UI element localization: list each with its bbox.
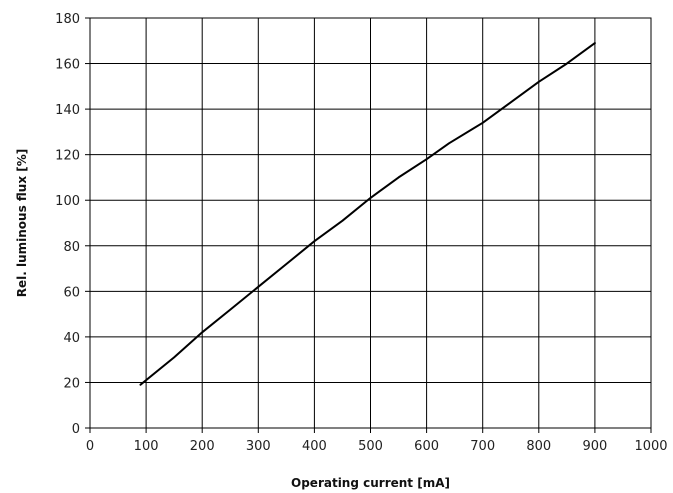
x-tick-label: 200 <box>190 439 215 454</box>
y-tick-label: 120 <box>55 149 80 164</box>
y-tick-label: 140 <box>55 103 80 118</box>
series-line <box>139 42 596 386</box>
x-tick-label: 600 <box>414 439 439 454</box>
x-tick-label: 0 <box>86 439 94 454</box>
y-tick-label: 180 <box>55 12 80 27</box>
y-tick-labels: 0 20 40 60 80 100 120 140 160 180 <box>55 12 80 437</box>
x-axis-title: Operating current [mA] <box>291 476 450 490</box>
x-tick-label: 300 <box>246 439 271 454</box>
x-tick-label: 500 <box>358 439 383 454</box>
y-tick-label: 160 <box>55 58 80 73</box>
y-tick-label: 60 <box>63 285 80 300</box>
y-tick-label: 0 <box>72 422 80 437</box>
x-tick-label: 100 <box>134 439 159 454</box>
x-tick-label: 1000 <box>634 439 667 454</box>
y-tick-label: 80 <box>63 240 80 255</box>
x-tick-label: 800 <box>526 439 551 454</box>
x-tick-label: 900 <box>582 439 607 454</box>
y-tick-label: 20 <box>63 376 80 391</box>
y-tick-label: 40 <box>63 331 80 346</box>
plot-frame <box>85 17 652 433</box>
x-tick-labels: 0 100 200 300 400 500 600 700 800 900 1000 <box>86 439 668 454</box>
x-tick-label: 400 <box>302 439 327 454</box>
series <box>139 42 596 386</box>
x-tick-label: 700 <box>470 439 495 454</box>
y-tick-label: 100 <box>55 194 80 209</box>
y-axis-title: Rel. luminous flux [%] <box>15 149 29 298</box>
